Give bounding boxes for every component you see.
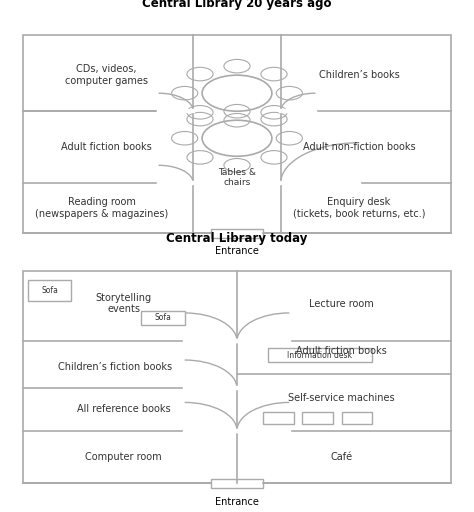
Text: Entrance: Entrance [215, 497, 259, 507]
Text: Central Library 20 years ago: Central Library 20 years ago [142, 0, 332, 10]
Text: Lecture room: Lecture room [309, 298, 374, 309]
Text: Café: Café [330, 452, 353, 462]
Bar [342, 412, 372, 423]
Text: Tables &
chairs: Tables & chairs [218, 167, 256, 187]
Text: Entrance: Entrance [215, 246, 259, 257]
Text: Children’s fiction books: Children’s fiction books [58, 362, 172, 372]
Text: Self-service machines: Self-service machines [288, 393, 395, 403]
FancyBboxPatch shape [141, 311, 185, 325]
Text: Adult fiction books: Adult fiction books [61, 142, 152, 152]
Text: Sofa: Sofa [155, 313, 171, 322]
Text: Storytelling
events: Storytelling events [96, 293, 152, 314]
Text: Adult fiction books: Adult fiction books [296, 346, 387, 356]
Text: All reference books: All reference books [77, 404, 171, 415]
Text: Sofa: Sofa [41, 286, 58, 295]
Text: Reading room
(newspapers & magazines): Reading room (newspapers & magazines) [35, 197, 168, 219]
Text: CDs, videos,
computer games: CDs, videos, computer games [64, 65, 148, 86]
FancyBboxPatch shape [27, 280, 71, 301]
Text: Computer room: Computer room [85, 452, 162, 462]
Text: Children’s books: Children’s books [319, 70, 400, 80]
Bar [302, 412, 333, 423]
Text: Central Library today: Central Library today [166, 231, 308, 245]
Text: Information desk: Information desk [287, 351, 352, 360]
Bar [23, 35, 451, 233]
FancyBboxPatch shape [267, 348, 372, 362]
Bar [263, 412, 294, 423]
Text: Enquiry desk
(tickets, book returns, etc.): Enquiry desk (tickets, book returns, etc… [293, 197, 425, 219]
Bar [211, 229, 263, 239]
Bar [211, 479, 263, 488]
Text: Adult non-fiction books: Adult non-fiction books [303, 142, 415, 152]
